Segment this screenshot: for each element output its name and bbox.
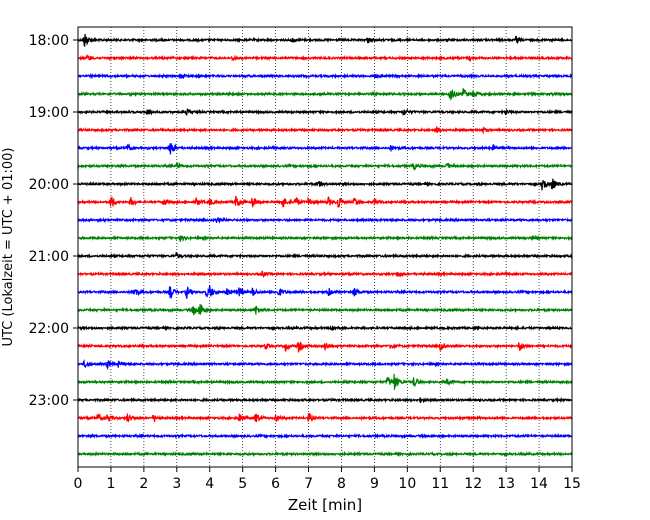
trace-2000 [77,178,573,191]
x-tick-label: 4 [205,476,214,492]
x-tick-label: 6 [271,476,280,492]
vertical-grid [110,27,540,467]
x-tick-label: 12 [464,476,482,492]
trace-2300 [77,396,573,404]
x-tick-label: 7 [304,476,313,492]
y-tick-label: 23:00 [29,393,69,409]
x-tick-label: 14 [530,476,548,492]
x-tick-label: 8 [337,476,346,492]
trace-2315 [77,412,573,423]
y-tick-label: 20:00 [29,177,69,193]
trace-2200 [77,324,573,332]
trace-2345 [77,450,573,458]
trace-2330 [77,432,573,440]
trace-1800 [77,33,573,47]
trace-2045 [77,234,573,243]
trace-2115 [77,270,573,279]
trace-1930 [77,143,573,155]
trace-2030 [77,216,573,224]
trace-2130 [77,285,573,299]
x-tick-label: 0 [74,476,83,492]
trace-1900 [77,107,573,117]
y-tick-label: 21:00 [29,249,69,265]
x-tick-label: 3 [172,476,181,492]
x-axis-ticks: 0 1 2 3 4 5 6 7 8 9 10 11 12 13 14 15 [74,467,581,492]
trace-2215 [77,341,573,353]
x-tick-label: 1 [106,476,115,492]
x-tick-label: 5 [238,476,247,492]
trace-1815 [77,54,573,62]
trace-1830 [77,72,573,80]
trace-series [77,33,573,458]
y-axis-ticks: 18:00 19:00 20:00 21:00 22:00 23:00 [29,33,78,409]
y-tick-label: 19:00 [29,105,69,121]
x-tick-label: 11 [431,476,449,492]
x-tick-label: 10 [398,476,416,492]
trace-2015 [77,195,573,208]
x-tick-label: 9 [370,476,379,492]
trace-1915 [77,126,573,135]
y-axis-label: UTC (Lokalzeit = UTC + 01:00) [1,148,16,347]
trace-2245 [77,373,573,390]
trace-2100 [77,251,573,260]
trace-1845 [77,88,573,102]
plot-frame [77,26,573,468]
x-tick-label: 13 [497,476,515,492]
trace-2145 [77,304,573,316]
trace-1945 [77,161,573,172]
trace-2230 [77,358,573,371]
y-tick-label: 22:00 [29,321,69,337]
x-tick-label: 2 [139,476,148,492]
x-axis-label: Zeit [min] [288,496,362,514]
y-tick-label: 18:00 [29,33,69,49]
x-tick-label: 15 [563,476,581,492]
